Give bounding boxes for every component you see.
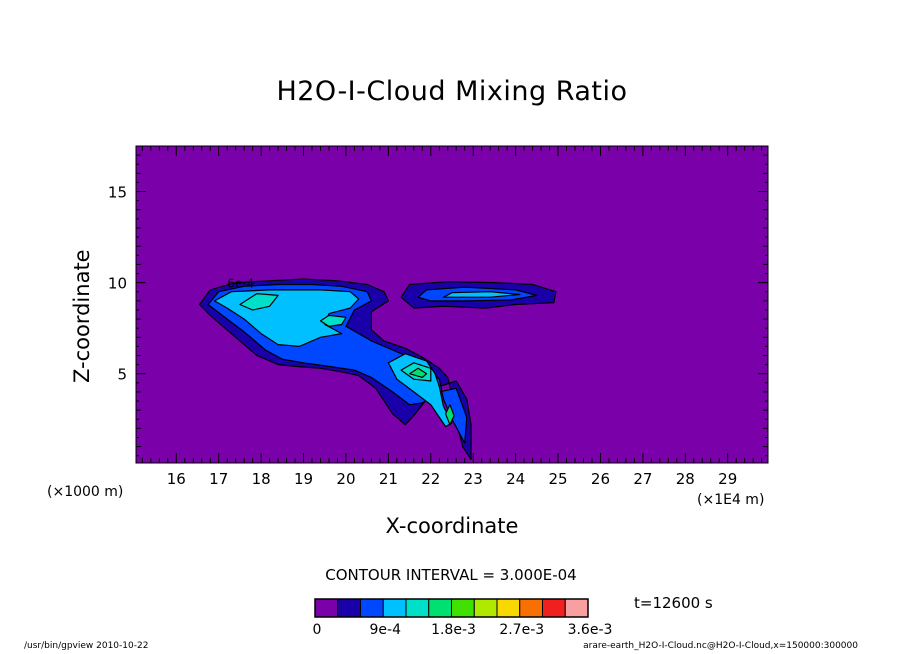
colorbar-label: 0 [312, 622, 322, 638]
y-scale-label: (×1000 m) [47, 484, 124, 500]
contour-level-5-b [445, 404, 455, 426]
colorbar-swatch [337, 598, 361, 618]
y-tick-label: 10 [108, 275, 127, 293]
y-tick-label: 5 [117, 366, 127, 384]
colorbar-label: 2.7e-3 [499, 622, 545, 638]
y-tick-label: 15 [108, 184, 127, 202]
x-tick-label: 26 [591, 470, 610, 488]
contour-level-4-a [239, 293, 279, 311]
x-axis-label: X-coordinate [385, 514, 519, 538]
x-tick-label: 24 [506, 470, 525, 488]
colorbar-swatch [542, 598, 566, 618]
contour-value-label: 6e-4 [227, 277, 254, 291]
colorbar-frame [314, 598, 589, 618]
x-tick-label: 17 [209, 470, 228, 488]
chart-title: H2O-I-Cloud Mixing Ratio [276, 76, 628, 107]
x-scale-label: (×1E4 m) [697, 492, 765, 508]
colorbar-swatch [473, 598, 498, 618]
colorbar-label: 9e-4 [369, 622, 401, 638]
contour-interval-text: CONTOUR INTERVAL = 3.000E-04 [325, 566, 577, 584]
colorbar-swatch [428, 598, 452, 618]
contour-level-4-b [319, 314, 347, 327]
colorbar-swatch [496, 598, 521, 618]
footer-right: arare-earth_H2O-I-Cloud.nc@H2O-I-Cloud,x… [583, 641, 858, 651]
colorbar-swatch [564, 598, 589, 618]
x-tick-label: 22 [421, 470, 440, 488]
colorbar-swatch [519, 598, 543, 618]
footer-left: /usr/bin/gpview 2010-10-22 [24, 641, 149, 651]
time-label: t=12600 s [634, 594, 713, 612]
x-tick-label: 18 [252, 470, 271, 488]
x-tick-label: 28 [676, 470, 695, 488]
colorbar-swatch [314, 598, 339, 618]
x-tick-label: 25 [548, 470, 567, 488]
x-tick-label: 27 [633, 470, 652, 488]
colorbar-swatch [382, 598, 407, 618]
colorbar-label: 3.6e-3 [567, 622, 613, 638]
x-tick-label: 19 [294, 470, 313, 488]
colorbar-swatch [405, 598, 430, 618]
colorbar-label: 1.8e-3 [431, 622, 476, 638]
plot-frame [135, 145, 769, 464]
contour-level-5-a [409, 367, 428, 378]
colorbar-swatch [451, 598, 475, 618]
x-tick-label: 21 [379, 470, 398, 488]
x-tick-label: 16 [167, 470, 186, 488]
contour-level-3-east [442, 291, 521, 298]
colorbar-swatch [360, 598, 384, 618]
x-tick-label: 29 [718, 470, 737, 488]
y-axis-label: Z-coordinate [70, 249, 94, 383]
x-tick-label: 20 [336, 470, 355, 488]
x-tick-label: 23 [464, 470, 483, 488]
